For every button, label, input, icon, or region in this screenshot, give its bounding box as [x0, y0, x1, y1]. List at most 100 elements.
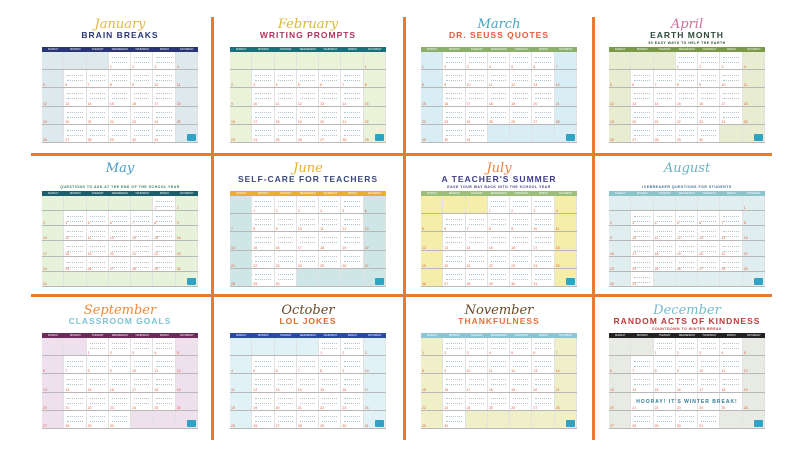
day-cell[interactable]: 31	[631, 271, 654, 286]
day-cell[interactable]: 4	[742, 52, 765, 70]
day-cell[interactable]: 25	[64, 256, 87, 271]
day-cell[interactable]: 10	[42, 226, 65, 241]
day-cell[interactable]: 20	[274, 392, 297, 410]
day-cell[interactable]: 18	[64, 241, 87, 256]
day-cell[interactable]: 21	[720, 241, 743, 256]
day-cell[interactable]: 21	[554, 374, 577, 392]
day-cell[interactable]: 31	[42, 271, 65, 286]
day-cell[interactable]: 18	[554, 232, 577, 250]
day-cell[interactable]: 7	[631, 356, 654, 374]
day-cell[interactable]: 23	[698, 106, 721, 124]
day-cell[interactable]: 21	[296, 392, 320, 410]
day-cell[interactable]: 20	[609, 392, 632, 410]
day-cell[interactable]: 15	[675, 88, 699, 106]
day-cell[interactable]: 16	[108, 374, 132, 392]
day-cell[interactable]: 11	[653, 226, 676, 241]
day-cell[interactable]: 22	[487, 250, 511, 268]
day-cell[interactable]: 15	[108, 88, 132, 106]
day-cell[interactable]: 29	[108, 124, 132, 142]
day-cell[interactable]: 16	[274, 232, 297, 250]
calendar-august[interactable]: August ICEBREAKER QUESTIONS FOR STUDENTS S…	[609, 162, 765, 287]
day-cell[interactable]: 13	[609, 374, 632, 392]
day-cell[interactable]: 28	[554, 392, 577, 410]
day-cell[interactable]: 16	[341, 374, 364, 392]
day-cell[interactable]: 26	[86, 256, 109, 271]
day-cell[interactable]: 25	[487, 392, 511, 410]
day-cell[interactable]: 21	[653, 106, 676, 124]
day-cell[interactable]: 27	[108, 256, 132, 271]
day-cell[interactable]: 27	[363, 250, 386, 268]
day-cell[interactable]: 4	[64, 211, 87, 226]
day-cell[interactable]: 24	[720, 106, 743, 124]
day-cell[interactable]: 13	[532, 356, 555, 374]
day-cell[interactable]: 14	[86, 88, 109, 106]
day-cell[interactable]: 10	[363, 356, 386, 374]
day-cell[interactable]: 7	[341, 70, 364, 88]
day-cell[interactable]: 16	[175, 226, 198, 241]
day-cell[interactable]: 8	[742, 211, 765, 226]
day-cell[interactable]: 3	[465, 338, 488, 356]
day-cell[interactable]: 27	[274, 410, 297, 428]
day-cell[interactable]: 29	[675, 124, 699, 142]
day-cell[interactable]: 24	[465, 106, 488, 124]
day-cell[interactable]: 27	[532, 106, 555, 124]
day-cell[interactable]: 22	[421, 392, 444, 410]
day-cell[interactable]: 3	[363, 338, 386, 356]
day-cell[interactable]: 23	[108, 392, 132, 410]
day-cell[interactable]: 16	[230, 106, 253, 124]
day-cell[interactable]: 9	[131, 70, 154, 88]
day-cell[interactable]: 6	[274, 356, 297, 374]
day-cell[interactable]: 4	[230, 356, 253, 374]
day-cell[interactable]: 11	[742, 70, 765, 88]
day-cell[interactable]: 6	[64, 70, 87, 88]
day-cell[interactable]: 3	[465, 52, 488, 70]
day-cell[interactable]: 13	[631, 88, 654, 106]
day-cell[interactable]: 24	[465, 392, 488, 410]
day-cell[interactable]: 15	[421, 88, 444, 106]
day-cell[interactable]: 10	[698, 356, 721, 374]
day-cell[interactable]: 27	[443, 268, 466, 286]
day-cell[interactable]: 24	[131, 392, 154, 410]
day-cell[interactable]: 17	[42, 241, 65, 256]
day-cell[interactable]: 23	[510, 250, 533, 268]
day-cell[interactable]: 30	[698, 124, 721, 142]
day-cell[interactable]: 22	[86, 392, 109, 410]
day-cell[interactable]: 27	[609, 410, 632, 428]
day-cell[interactable]: 17	[532, 232, 555, 250]
day-cell[interactable]: 30	[108, 410, 132, 428]
day-cell[interactable]: 8	[252, 214, 275, 232]
day-cell[interactable]: 24	[296, 250, 320, 268]
day-cell[interactable]: 18	[319, 232, 342, 250]
day-cell[interactable]: 6	[108, 211, 132, 226]
day-cell[interactable]: 20	[64, 106, 87, 124]
day-cell[interactable]: 11	[554, 214, 577, 232]
day-cell[interactable]: 13	[698, 226, 721, 241]
day-cell[interactable]: 23	[675, 392, 699, 410]
calendar-february[interactable]: February WRITING PROMPTS SUNDAY MONDAY TUESD…	[230, 18, 386, 143]
calendar-may[interactable]: May QUESTIONS TO ASK AT THE END OF THE SC…	[42, 162, 198, 287]
day-cell[interactable]: 17	[153, 88, 176, 106]
day-cell[interactable]: 21	[64, 392, 87, 410]
day-cell[interactable]: 8	[653, 356, 676, 374]
day-cell[interactable]: 18	[487, 374, 511, 392]
day-cell[interactable]: 10	[296, 214, 320, 232]
day-cell[interactable]: 12	[742, 356, 765, 374]
day-cell[interactable]: 28	[653, 124, 676, 142]
day-cell[interactable]: 7	[64, 356, 87, 374]
day-cell[interactable]: 20	[532, 88, 555, 106]
day-cell[interactable]: 15	[319, 374, 342, 392]
day-cell[interactable]: 27	[631, 124, 654, 142]
day-cell[interactable]: 4	[153, 338, 176, 356]
day-cell[interactable]: 11	[487, 356, 511, 374]
day-cell[interactable]: 13	[363, 214, 386, 232]
day-cell[interactable]: 6	[42, 356, 65, 374]
day-cell[interactable]: 18	[230, 392, 253, 410]
day-cell[interactable]: 1	[319, 338, 342, 356]
day-cell[interactable]: 1	[653, 338, 676, 356]
day-cell[interactable]: 2	[609, 211, 632, 226]
day-cell[interactable]: 10	[631, 226, 654, 241]
day-cell[interactable]: 8	[363, 70, 386, 88]
day-cell[interactable]: 9	[108, 356, 132, 374]
day-cell[interactable]: 15	[653, 374, 676, 392]
day-cell[interactable]: 8	[487, 214, 511, 232]
